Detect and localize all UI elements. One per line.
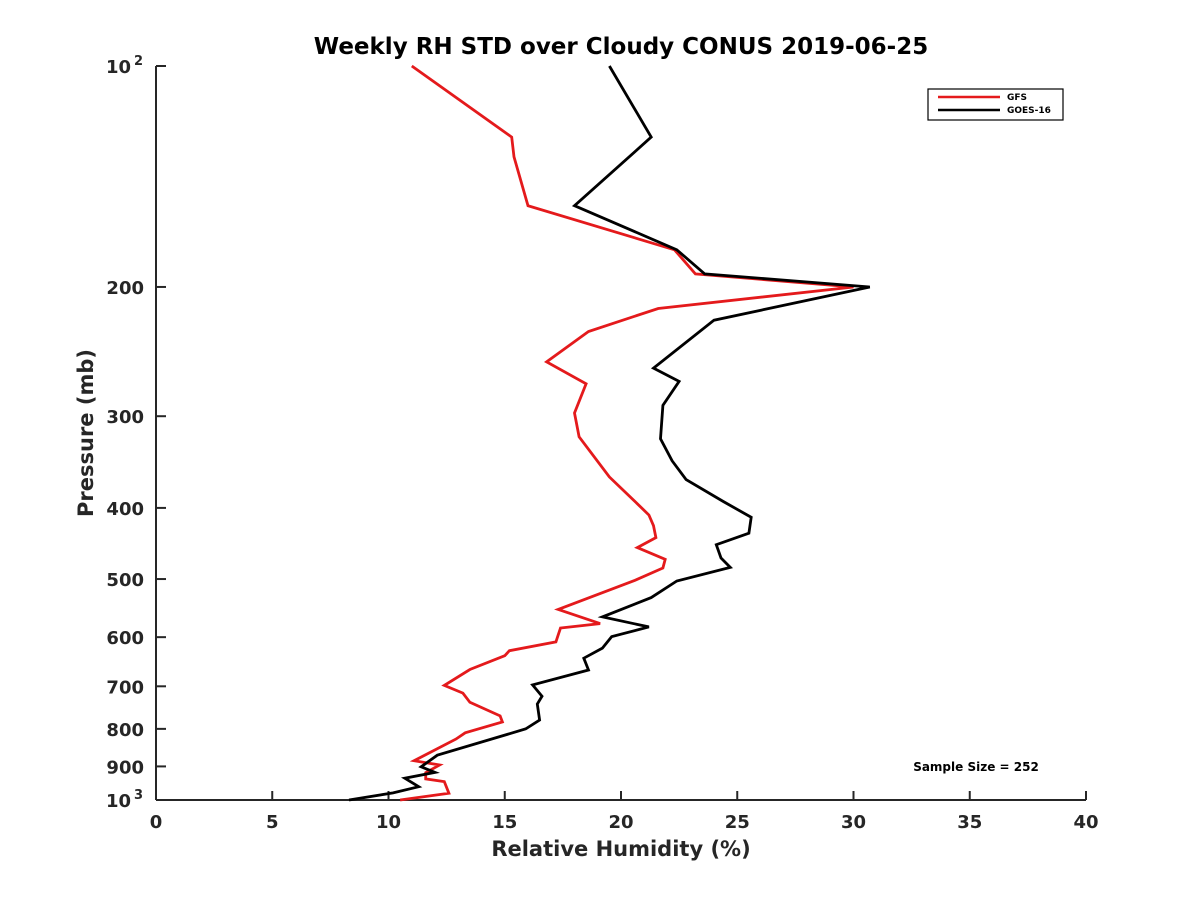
sample-size-annotation: Sample Size = 252 <box>913 760 1039 774</box>
y-tick-label: 800 <box>106 720 144 741</box>
y-tick-exponent: 3 <box>134 788 143 803</box>
legend-label-gfs: GFS <box>1007 93 1027 103</box>
y-tick-label: 900 <box>106 757 144 778</box>
x-tick-label: 10 <box>376 812 401 833</box>
y-tick-label: 500 <box>106 570 144 591</box>
series-line-gfs <box>399 64 854 802</box>
x-tick-label: 35 <box>957 812 982 833</box>
legend: GFS GOES-16 <box>927 88 1064 121</box>
chart-title: Weekly RH STD over Cloudy CONUS 2019-06-… <box>314 34 928 60</box>
y-tick-label: 600 <box>106 628 144 649</box>
x-tick-label: 0 <box>150 812 163 833</box>
y-axis-label: Pressure (mb) <box>74 349 98 517</box>
x-axis-label: Relative Humidity (%) <box>491 837 750 861</box>
x-tick-label: 5 <box>266 812 279 833</box>
x-tick-label: 20 <box>608 812 633 833</box>
legend-box <box>927 88 1064 121</box>
x-axis: 0 5 10 15 20 25 30 35 40 <box>150 791 1099 833</box>
y-tick-label: 10 <box>106 57 131 78</box>
y-tick-label: 300 <box>106 407 144 428</box>
series-line-goes16 <box>348 65 871 802</box>
x-tick-label: 40 <box>1073 812 1098 833</box>
y-tick-label: 200 <box>106 278 144 299</box>
x-tick-label: 25 <box>725 812 750 833</box>
series-layer <box>348 64 871 802</box>
y-tick-label: 700 <box>106 677 144 698</box>
y-tick-exponent: 2 <box>134 54 143 69</box>
x-tick-label: 30 <box>841 812 866 833</box>
legend-label-goes16: GOES-16 <box>1007 106 1051 116</box>
x-tick-label: 15 <box>492 812 517 833</box>
y-tick-label: 10 <box>106 791 131 812</box>
y-tick-label: 400 <box>106 499 144 520</box>
